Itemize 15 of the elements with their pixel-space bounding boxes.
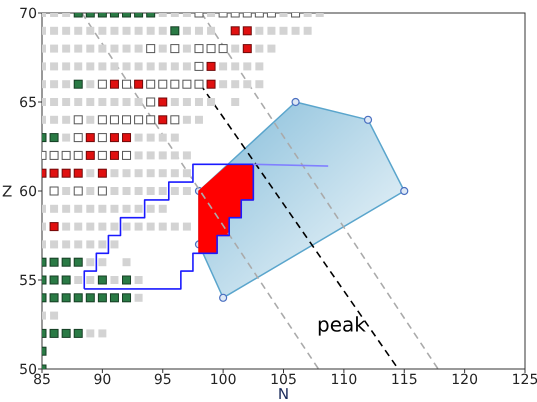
x-tick-label: 95 bbox=[154, 372, 172, 388]
y-tick-label: 55 bbox=[19, 272, 37, 289]
x-tick-label: 90 bbox=[93, 372, 112, 388]
annotation: peak bbox=[317, 312, 366, 337]
y-tick-label: 65 bbox=[19, 94, 37, 111]
x-tick-label: 115 bbox=[390, 372, 418, 388]
x-tick-label: 105 bbox=[270, 372, 297, 388]
x-tick-label: 125 bbox=[512, 372, 537, 388]
x-axis-title: N bbox=[278, 385, 290, 402]
x-tick-label: 120 bbox=[451, 372, 478, 388]
y-tick-label: 70 bbox=[19, 6, 37, 22]
x-tick-label: 110 bbox=[330, 372, 358, 388]
x-tick-label: 100 bbox=[210, 372, 236, 388]
y-tick-label: 60 bbox=[19, 184, 37, 200]
y-axis-title: Z bbox=[2, 182, 12, 200]
